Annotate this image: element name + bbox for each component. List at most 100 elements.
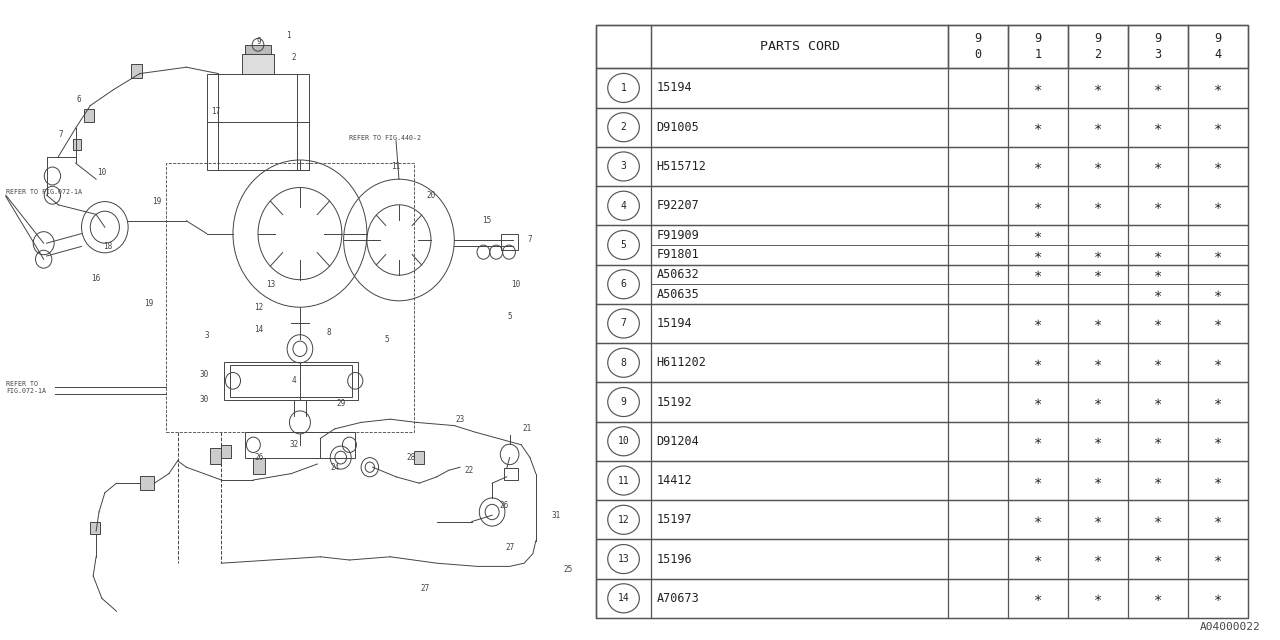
- Text: 5: 5: [507, 312, 512, 321]
- Text: ∗: ∗: [1153, 287, 1162, 301]
- Text: 7: 7: [527, 236, 532, 244]
- Bar: [210, 448, 221, 464]
- Text: ∗: ∗: [1034, 395, 1042, 409]
- Text: PARTS CORD: PARTS CORD: [759, 40, 840, 53]
- Text: 28: 28: [406, 453, 415, 462]
- Text: ∗: ∗: [1153, 248, 1162, 262]
- Text: ∗: ∗: [1213, 435, 1222, 448]
- Bar: [242, 54, 274, 74]
- Text: 2: 2: [1094, 48, 1101, 61]
- Bar: [596, 343, 1248, 382]
- Bar: [596, 186, 1248, 225]
- Text: A50632: A50632: [657, 268, 699, 281]
- Text: F92207: F92207: [657, 199, 699, 212]
- Bar: [230, 365, 352, 397]
- Text: ∗: ∗: [1153, 120, 1162, 134]
- Text: 8: 8: [621, 358, 626, 368]
- Text: 9: 9: [1094, 32, 1101, 45]
- Text: 0: 0: [974, 48, 982, 61]
- Text: 29: 29: [337, 399, 346, 408]
- Text: 6: 6: [77, 95, 81, 104]
- Text: 4: 4: [1215, 48, 1221, 61]
- Text: ∗: ∗: [1093, 474, 1102, 488]
- Text: ∗: ∗: [1093, 199, 1102, 212]
- Text: 26: 26: [255, 453, 264, 462]
- Text: ∗: ∗: [1093, 268, 1102, 282]
- Text: 7: 7: [621, 319, 626, 328]
- Text: ∗: ∗: [1153, 199, 1162, 212]
- Text: 10: 10: [97, 168, 106, 177]
- Text: ∗: ∗: [1213, 474, 1222, 488]
- Bar: [84, 109, 93, 122]
- Text: 1: 1: [285, 31, 291, 40]
- Bar: [73, 139, 81, 150]
- Bar: [652, 25, 947, 68]
- Text: 24: 24: [330, 463, 339, 472]
- Text: ∗: ∗: [1213, 159, 1222, 173]
- Text: 14412: 14412: [657, 474, 692, 487]
- Text: ∗: ∗: [1034, 591, 1042, 605]
- Text: ∗: ∗: [1034, 435, 1042, 448]
- Text: 12: 12: [618, 515, 630, 525]
- Text: ∗: ∗: [1093, 81, 1102, 95]
- Bar: [500, 234, 518, 250]
- Bar: [224, 362, 358, 400]
- Text: ∗: ∗: [1213, 591, 1222, 605]
- Text: ∗: ∗: [1213, 513, 1222, 527]
- Text: ∗: ∗: [1153, 268, 1162, 282]
- Text: 1: 1: [1034, 48, 1042, 61]
- Text: ∗: ∗: [1093, 513, 1102, 527]
- Text: H611202: H611202: [657, 356, 707, 369]
- Text: ∗: ∗: [1153, 395, 1162, 409]
- Text: 11: 11: [392, 162, 401, 171]
- Text: ∗: ∗: [1034, 268, 1042, 282]
- Bar: [413, 451, 424, 464]
- Bar: [91, 522, 100, 534]
- Text: A04000022: A04000022: [1201, 622, 1261, 632]
- Text: F91801: F91801: [657, 248, 699, 261]
- Bar: [221, 445, 230, 458]
- Bar: [166, 163, 413, 432]
- Text: H515712: H515712: [657, 160, 707, 173]
- Text: 23: 23: [456, 415, 465, 424]
- Bar: [131, 64, 142, 78]
- Text: D91005: D91005: [657, 121, 699, 134]
- Text: 19: 19: [143, 300, 154, 308]
- Bar: [596, 461, 1248, 500]
- Text: 9: 9: [1034, 32, 1042, 45]
- Bar: [596, 264, 1248, 304]
- Text: ∗: ∗: [1213, 552, 1222, 566]
- Text: REFER TO FIG.440-2: REFER TO FIG.440-2: [349, 135, 421, 141]
- Bar: [596, 25, 652, 68]
- Text: 11: 11: [618, 476, 630, 486]
- Text: ∗: ∗: [1213, 317, 1222, 330]
- Text: ∗: ∗: [1034, 317, 1042, 330]
- Text: 4: 4: [621, 201, 626, 211]
- Text: 31: 31: [552, 511, 561, 520]
- Text: 5: 5: [621, 240, 626, 250]
- Text: 6: 6: [621, 279, 626, 289]
- Text: A70673: A70673: [657, 592, 699, 605]
- Bar: [504, 468, 518, 480]
- Text: 10: 10: [618, 436, 630, 446]
- Text: ∗: ∗: [1213, 120, 1222, 134]
- Text: ∗: ∗: [1034, 552, 1042, 566]
- Text: ∗: ∗: [1034, 513, 1042, 527]
- Text: REFER TO FIG.072-1A: REFER TO FIG.072-1A: [6, 189, 82, 195]
- Text: 10: 10: [511, 280, 520, 289]
- Text: ∗: ∗: [1093, 435, 1102, 448]
- Text: ∗: ∗: [1093, 356, 1102, 370]
- Text: ∗: ∗: [1153, 435, 1162, 448]
- Text: ∗: ∗: [1034, 81, 1042, 95]
- Text: 32: 32: [289, 440, 298, 449]
- Text: ∗: ∗: [1153, 474, 1162, 488]
- Bar: [244, 45, 271, 54]
- Bar: [596, 422, 1248, 461]
- Text: 27: 27: [421, 584, 430, 593]
- Text: ∗: ∗: [1153, 513, 1162, 527]
- Text: 9: 9: [621, 397, 626, 407]
- Text: 8: 8: [326, 328, 332, 337]
- Text: 19: 19: [152, 197, 161, 206]
- Text: 13: 13: [266, 280, 275, 289]
- Bar: [140, 476, 155, 490]
